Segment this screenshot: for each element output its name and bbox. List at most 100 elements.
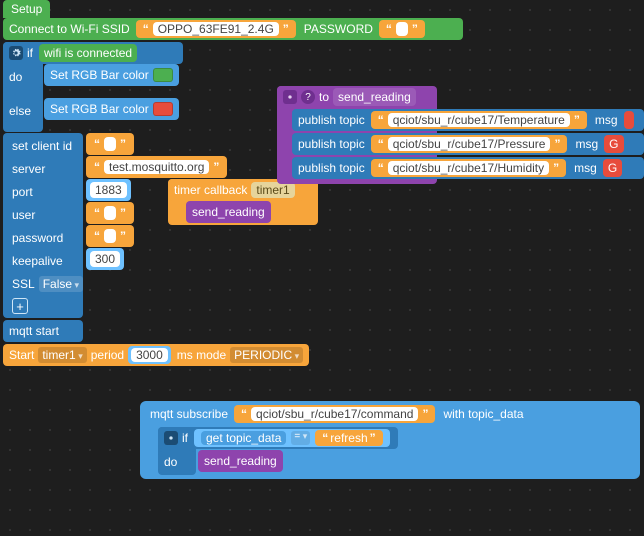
timer-start-label: Start — [9, 348, 34, 362]
publish-topic-1[interactable]: qciot/sbu_r/cube17/Temperature — [388, 113, 570, 127]
empty-input[interactable] — [104, 229, 116, 243]
if-condition[interactable]: wifi is connected — [39, 44, 137, 62]
plus-icon: + — [12, 298, 28, 314]
quote-icon: ” — [552, 137, 562, 151]
gear-icon[interactable] — [283, 90, 297, 104]
refresh-literal-pill[interactable]: “ refresh ” — [315, 430, 382, 446]
subscribe-header[interactable]: mqtt subscribe “ qciot/sbu_r/cube17/comm… — [144, 403, 530, 425]
mqtt-start-label: mqtt start — [9, 324, 59, 338]
timer-name[interactable]: timer1 — [38, 347, 86, 363]
mqtt-port-socket[interactable]: 1883 — [86, 179, 131, 201]
set-rgb-true[interactable]: Set RGB Bar color — [44, 64, 179, 86]
color-swatch-green[interactable] — [153, 68, 173, 82]
msg-value-1[interactable] — [624, 111, 634, 129]
def-header[interactable]: ? to send_reading — [277, 86, 424, 108]
empty-input[interactable] — [104, 206, 116, 220]
sub-call-send-reading[interactable]: send_reading — [198, 450, 283, 472]
equals-op[interactable]: = — [291, 431, 310, 445]
mqtt-user-value[interactable]: “ ” — [86, 202, 134, 224]
timer-start-block[interactable]: Start timer1 period 3000 ms mode PERIODI… — [3, 344, 309, 366]
publish-topic-3[interactable]: qciot/sbu_r/cube17/Humidity — [388, 161, 549, 175]
publish-label: publish topic — [298, 113, 365, 127]
subscribe-topic-pill[interactable]: “ qciot/sbu_r/cube17/command ” — [234, 405, 435, 423]
quote-icon: ” — [118, 137, 128, 151]
mqtt-keepalive-row: keepalive — [6, 250, 69, 272]
mqtt-server-value-pill[interactable]: “ test.mosquitto.org ” — [86, 156, 227, 178]
do-label: do — [9, 70, 22, 84]
wifi-password-pill[interactable]: “ ” — [379, 20, 425, 38]
publish-topic-pill[interactable]: “ qciot/sbu_r/cube17/Humidity ” — [371, 159, 566, 177]
msg-label: msg — [595, 113, 618, 127]
wifi-password-value[interactable] — [396, 22, 408, 36]
def-name[interactable]: send_reading — [333, 88, 416, 106]
help-icon[interactable]: ? — [301, 90, 315, 104]
mqtt-add-row[interactable]: + — [6, 295, 34, 317]
mqtt-client-id-value[interactable]: “ ” — [86, 133, 134, 155]
quote-icon: ” — [572, 113, 582, 127]
else-label: else — [9, 104, 31, 118]
wifi-ssid-pill[interactable]: “ OPPO_63FE91_2.4G ” — [136, 20, 296, 38]
quote-icon: “ — [239, 407, 249, 421]
publish-row-2[interactable]: publish topic “ qciot/sbu_r/cube17/Press… — [292, 133, 644, 155]
timer-callback-name[interactable]: timer1 — [251, 182, 294, 198]
send-reading-call: send_reading — [204, 454, 277, 468]
mqtt-port-row: port — [6, 181, 39, 203]
publish-topic-pill[interactable]: “ qciot/sbu_r/cube17/Pressure ” — [371, 135, 568, 153]
set-rgb-label: Set RGB Bar color — [50, 102, 149, 116]
quote-icon: “ — [376, 113, 386, 127]
with-topic-data: with topic_data — [443, 407, 523, 421]
quote-icon: “ — [92, 137, 102, 151]
gear-icon[interactable] — [9, 46, 23, 60]
msg-value-3[interactable]: G — [603, 159, 622, 177]
mqtt-client-id-label: set client id — [12, 139, 72, 153]
timer-msmode-label: ms mode — [177, 348, 226, 362]
mqtt-user-label: user — [12, 208, 35, 222]
setup-block[interactable]: Setup — [3, 0, 50, 18]
quote-icon: ” — [118, 206, 128, 220]
mqtt-user-row: user — [6, 204, 41, 226]
mqtt-keepalive-value[interactable]: 300 — [90, 251, 120, 267]
quote-icon: ” — [118, 229, 128, 243]
do-label: do — [164, 455, 177, 469]
get-topic-data[interactable]: get topic_data — [201, 431, 286, 445]
quote-icon: “ — [320, 431, 330, 445]
subscribe-label: mqtt subscribe — [150, 407, 228, 421]
if-label: if — [27, 46, 33, 60]
wifi-connect-block[interactable]: Connect to Wi-Fi SSID “ OPPO_63FE91_2.4G… — [3, 18, 463, 40]
mqtt-ssl-row: SSL False — [6, 273, 89, 295]
mqtt-start-block[interactable]: mqtt start — [3, 320, 83, 342]
publish-row-3[interactable]: publish topic “ qciot/sbu_r/cube17/Humid… — [292, 157, 644, 179]
mqtt-ssl-value[interactable]: False — [39, 276, 83, 292]
publish-label: publish topic — [298, 137, 365, 151]
set-rgb-label: Set RGB Bar color — [50, 68, 149, 82]
timer-period-socket[interactable]: 3000 — [128, 346, 171, 364]
empty-input[interactable] — [104, 137, 116, 151]
timer-mode[interactable]: PERIODIC — [230, 347, 303, 363]
color-swatch-red[interactable] — [153, 102, 173, 116]
mqtt-server-value[interactable]: test.mosquitto.org — [104, 160, 209, 174]
mqtt-port-value[interactable]: 1883 — [90, 182, 127, 198]
subscribe-topic[interactable]: qciot/sbu_r/cube17/command — [251, 407, 418, 421]
quote-icon: “ — [376, 161, 386, 175]
timer-period-value[interactable]: 3000 — [131, 348, 168, 362]
mqtt-password-value[interactable]: “ ” — [86, 225, 134, 247]
compare-pill[interactable]: get topic_data = “ refresh ” — [194, 429, 390, 447]
timer-callback-call[interactable]: send_reading — [186, 201, 271, 223]
quote-icon: ” — [368, 431, 378, 445]
msg-value-2[interactable]: G — [604, 135, 623, 153]
refresh-literal: refresh — [330, 431, 367, 445]
quote-icon: ” — [551, 161, 561, 175]
sub-if-header[interactable]: if get topic_data = “ refresh ” — [158, 427, 398, 449]
mqtt-password-row: password — [6, 227, 69, 249]
quote-icon: ” — [211, 160, 221, 174]
set-rgb-false[interactable]: Set RGB Bar color — [44, 98, 179, 120]
gear-icon[interactable] — [164, 431, 178, 445]
mqtt-keepalive-socket[interactable]: 300 — [86, 248, 124, 270]
wifi-ssid-value[interactable]: OPPO_63FE91_2.4G — [153, 22, 279, 36]
publish-topic-pill[interactable]: “ qciot/sbu_r/cube17/Temperature ” — [371, 111, 587, 129]
sub-do-row: do — [158, 451, 196, 473]
else-row: else — [3, 100, 43, 122]
publish-row-1[interactable]: publish topic “ qciot/sbu_r/cube17/Tempe… — [292, 109, 644, 131]
publish-topic-2[interactable]: qciot/sbu_r/cube17/Pressure — [388, 137, 551, 151]
if-header[interactable]: if wifi is connected — [3, 42, 183, 64]
